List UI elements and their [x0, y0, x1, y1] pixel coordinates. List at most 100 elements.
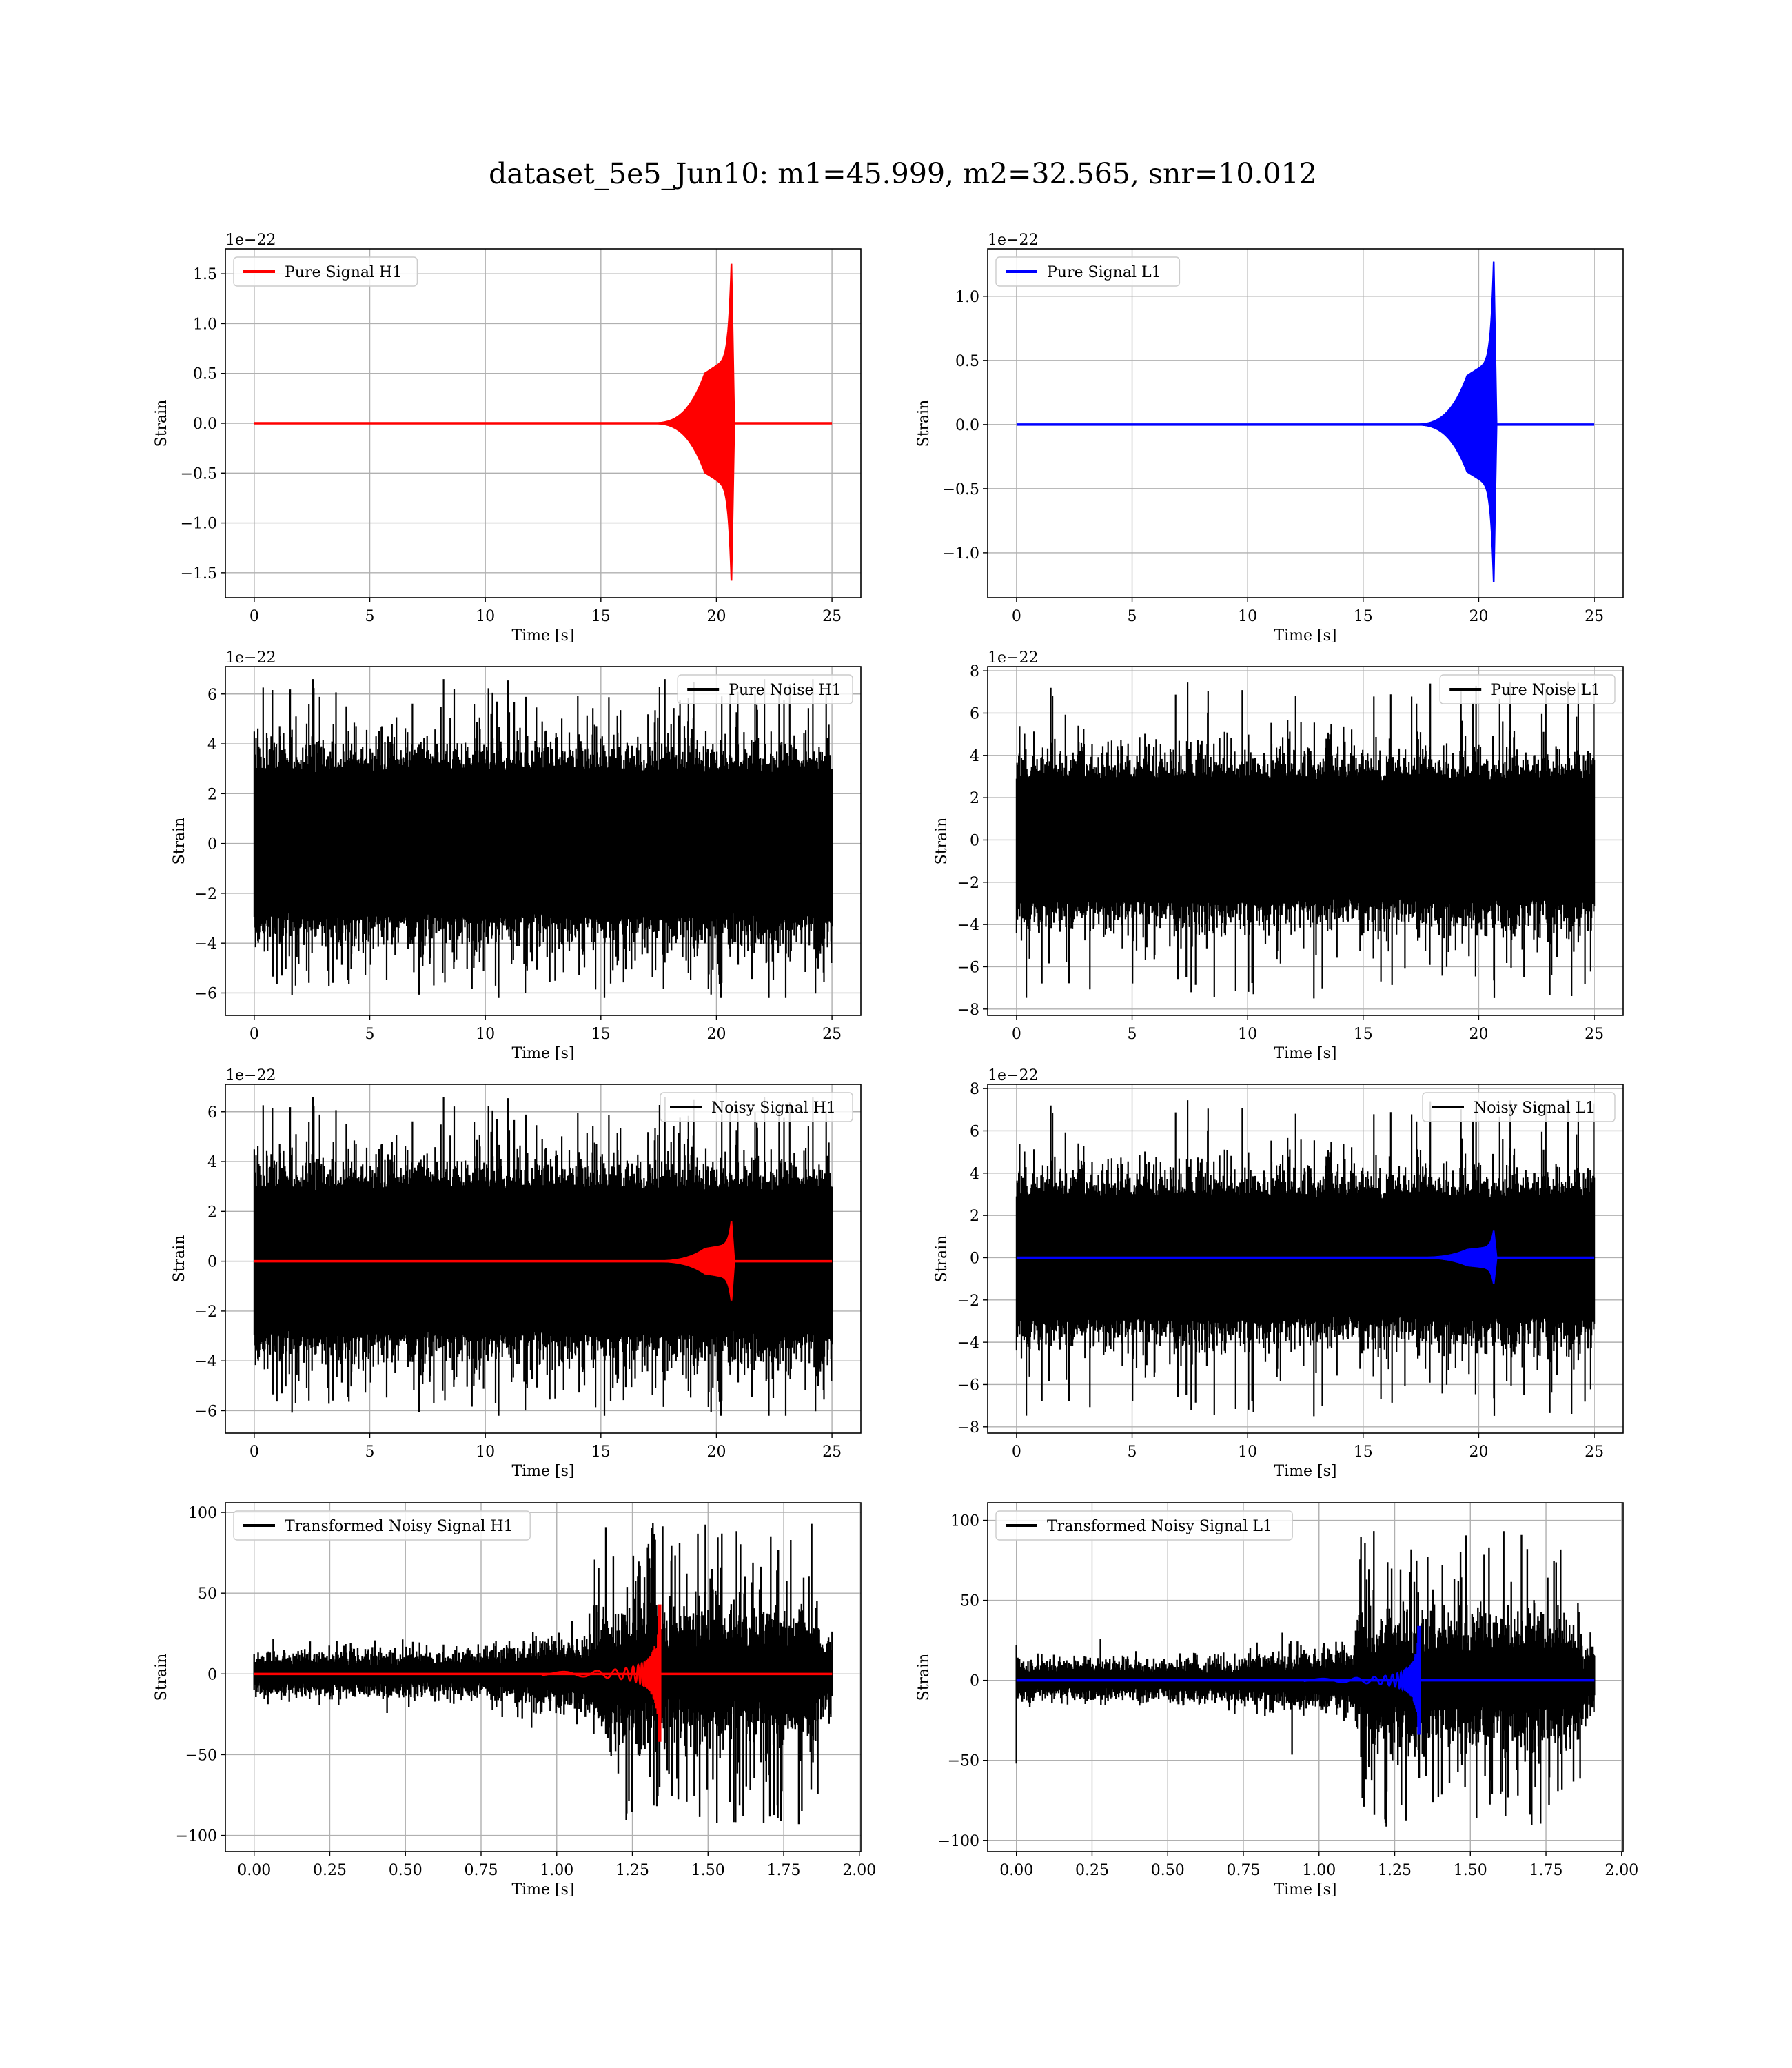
- x-tick-label: 20: [706, 608, 726, 625]
- y-tick-label: 6: [207, 1104, 217, 1122]
- y-tick-label: 0: [207, 1254, 217, 1271]
- y-tick-label: 0: [207, 1666, 217, 1683]
- y-tick-label: 100: [950, 1513, 979, 1530]
- axes-frame: [225, 1084, 862, 1434]
- subplot-ps-h1: 0 5 10 15 20 25 −1.5 −1.0 −0.5 0.0 0.5 1.0 1.5 Time […: [153, 232, 862, 645]
- legend: Pure Noise L1: [1439, 674, 1616, 704]
- y-tick-label: 0: [970, 1250, 979, 1267]
- plot-area: [1015, 1531, 1596, 1827]
- signal-series: [646, 1221, 735, 1301]
- plot-area: [253, 1097, 833, 1416]
- legend: Pure Signal H1: [233, 256, 418, 287]
- x-tick-label: 0.00: [237, 1862, 271, 1879]
- y-tick-label: 8: [970, 663, 979, 680]
- x-tick-label: 10: [476, 1443, 495, 1461]
- y-tick-label: 0: [207, 836, 217, 853]
- x-tick-label: 1.75: [767, 1862, 801, 1879]
- y-axis-label: Strain: [153, 400, 170, 447]
- x-tick-label: 0: [1012, 1443, 1021, 1461]
- y-tick-label: −1.0: [943, 545, 979, 562]
- legend-box: [233, 256, 418, 287]
- offset-text: 1e−22: [988, 232, 1038, 249]
- plot-area: [1015, 1099, 1596, 1417]
- noise-series: [1015, 1099, 1596, 1417]
- y-tick-label: −8: [957, 1419, 979, 1437]
- x-axis-label: Time [s]: [1274, 1045, 1336, 1062]
- y-tick-label: −0.5: [181, 465, 217, 483]
- noise-series: [253, 679, 833, 998]
- x-tick-label: 2.00: [842, 1862, 876, 1879]
- y-tick-label: −6: [195, 985, 217, 1002]
- axes-frame: [987, 666, 1624, 1016]
- legend-label: Pure Noise L1: [1491, 682, 1600, 699]
- y-tick-label: −6: [957, 1377, 979, 1394]
- y-tick-label: 4: [207, 736, 217, 753]
- signal-series: [1409, 261, 1498, 582]
- x-tick-label: 0: [1012, 608, 1021, 625]
- legend-label: Transformed Noisy Signal L1: [1047, 1518, 1272, 1535]
- y-tick-label: 0.0: [955, 417, 979, 434]
- y-tick-label: −2: [195, 886, 217, 903]
- legend: Noisy Signal L1: [1422, 1092, 1616, 1122]
- x-tick-label: 15: [591, 608, 611, 625]
- x-tick-label: 2.00: [1605, 1862, 1638, 1879]
- offset-text: 1e−22: [988, 649, 1038, 667]
- y-tick-label: 6: [207, 687, 217, 704]
- legend-box: [1439, 674, 1616, 704]
- legend: Noisy Signal H1: [660, 1092, 853, 1122]
- y-tick-label: −2: [957, 1292, 979, 1310]
- x-axis-label: Time [s]: [1274, 1881, 1336, 1898]
- offset-text: 1e−22: [225, 1067, 276, 1084]
- y-tick-label: −100: [176, 1828, 217, 1845]
- y-axis-label: Strain: [933, 1235, 950, 1283]
- legend-label: Pure Signal L1: [1047, 264, 1161, 281]
- legend: Pure Noise H1: [677, 674, 853, 704]
- x-tick-label: 1.75: [1529, 1862, 1563, 1879]
- x-tick-label: 15: [1354, 1443, 1373, 1461]
- x-tick-label: 0.50: [389, 1862, 422, 1879]
- x-tick-label: 25: [822, 1026, 842, 1043]
- legend-box: [660, 1092, 853, 1122]
- y-tick-label: 0.5: [193, 366, 217, 383]
- y-tick-label: −1.0: [181, 516, 217, 533]
- x-axis-label: Time [s]: [511, 1045, 574, 1062]
- x-tick-label: 10: [1238, 608, 1257, 625]
- x-tick-label: 0: [250, 1026, 259, 1043]
- x-tick-label: 20: [706, 1026, 726, 1043]
- subplot-ns-l1: 0 5 10 15 20 25 −8 −6 −4 −2 0 2 4 6 8 Time [s] Strain 1e−…: [933, 1067, 1624, 1480]
- legend-box: [995, 1510, 1293, 1541]
- x-tick-label: 20: [1469, 1026, 1488, 1043]
- x-tick-label: 0.75: [465, 1862, 498, 1879]
- y-axis-label: Strain: [915, 1654, 933, 1701]
- axes-frame: [987, 248, 1624, 598]
- x-axis-label: Time [s]: [1274, 1463, 1336, 1480]
- x-tick-label: 1.00: [1302, 1862, 1336, 1879]
- x-tick-label: 1.25: [1378, 1862, 1412, 1879]
- x-tick-label: 20: [1469, 608, 1488, 625]
- x-tick-label: 1.25: [615, 1862, 649, 1879]
- y-tick-label: 50: [960, 1593, 979, 1610]
- y-tick-label: −2: [957, 875, 979, 892]
- y-tick-label: 0: [970, 1673, 979, 1690]
- legend-label: Transformed Noisy Signal H1: [285, 1518, 513, 1535]
- y-tick-label: 0: [970, 832, 979, 849]
- legend-box: [1422, 1092, 1616, 1122]
- legend: Transformed Noisy Signal H1: [233, 1510, 531, 1541]
- plot-area: [1016, 261, 1595, 582]
- y-axis-label: Strain: [171, 1235, 188, 1283]
- noise-series: [253, 1097, 833, 1416]
- y-tick-label: −0.5: [943, 481, 979, 498]
- signal-series: [541, 1634, 663, 1718]
- x-tick-label: 5: [365, 1026, 375, 1043]
- x-tick-label: 0: [250, 1443, 259, 1461]
- x-tick-label: 0.50: [1151, 1862, 1185, 1879]
- noise-series: [1015, 681, 1596, 999]
- subplot-pn-l1: 0 5 10 15 20 25 −8 −6 −4 −2 0 2 4 6 8 Time [s] Strain 1e−…: [933, 649, 1624, 1062]
- legend-label: Noisy Signal L1: [1474, 1099, 1595, 1117]
- y-tick-label: −4: [195, 1353, 217, 1370]
- x-tick-label: 25: [1585, 1443, 1604, 1461]
- x-axis-label: Time [s]: [511, 1463, 574, 1480]
- y-tick-label: −2: [195, 1304, 217, 1321]
- signal-series: [646, 263, 735, 581]
